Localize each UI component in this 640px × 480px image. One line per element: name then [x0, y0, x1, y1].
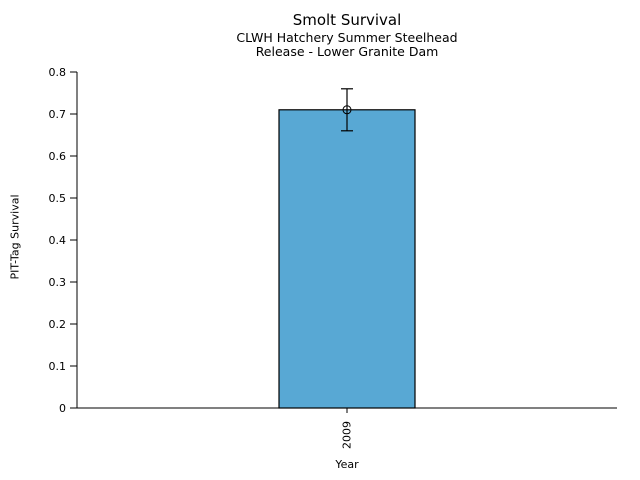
- data-point-marker: [342, 105, 352, 115]
- y-tick-label: 0.1: [49, 360, 67, 373]
- y-tick-label: 0.5: [49, 192, 67, 205]
- y-axis-label: PIT-Tag Survival: [8, 194, 22, 280]
- y-tick-label: 0: [59, 402, 66, 415]
- y-tick-label: 0.3: [49, 276, 67, 289]
- y-tick-label: 0.6: [49, 150, 67, 163]
- x-axis-label: Year: [335, 458, 359, 471]
- chart-subtitle-line2: Release - Lower Granite Dam: [255, 44, 439, 59]
- chart-title: Smolt Survival: [292, 11, 402, 29]
- y-tick-label: 0.7: [49, 108, 67, 121]
- y-tick-label: 0.8: [49, 66, 67, 79]
- chart-subtitle-line1: CLWH Hatchery Summer Steelhead: [236, 30, 458, 45]
- bar-2009: [278, 109, 416, 409]
- y-tick-label: 0.2: [49, 318, 67, 331]
- x-tick-label-2009: 2009: [340, 421, 354, 449]
- y-tick-label: 0.4: [49, 234, 67, 247]
